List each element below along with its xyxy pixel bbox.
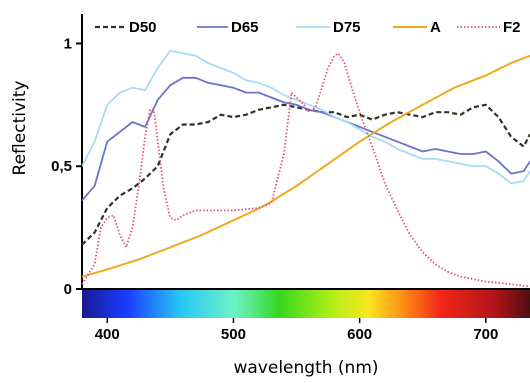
x-tick-label: 600 xyxy=(347,326,372,343)
x-tick-label: 500 xyxy=(221,326,246,343)
y-tick-label: 1 xyxy=(64,35,72,52)
series-line-f2 xyxy=(81,52,530,288)
tick-labels: 0 0,5 1 400 500 600 700 xyxy=(51,35,498,343)
y-tick-label: 0 xyxy=(64,281,72,298)
series-line-d75 xyxy=(81,49,530,185)
series-line-d50 xyxy=(81,103,530,246)
y-axis-title: Reflectivity xyxy=(10,81,30,176)
legend-label-d65: D65 xyxy=(231,19,259,36)
legend-label-d75: D75 xyxy=(333,19,361,36)
y-tick-label: 0,5 xyxy=(51,158,72,175)
x-axis-title: wavelength (nm) xyxy=(233,358,378,378)
spectrum-bar xyxy=(82,290,530,318)
x-tick-label: 700 xyxy=(473,326,498,343)
series-line-d65 xyxy=(81,76,530,202)
legend-label-d50: D50 xyxy=(129,19,157,36)
legend-label-a: A xyxy=(430,19,441,36)
series-group xyxy=(81,49,530,288)
series-line-a xyxy=(81,54,530,278)
x-tick-label: 400 xyxy=(95,326,120,343)
legend-label-f2: F2 xyxy=(503,19,521,36)
axes xyxy=(81,14,530,290)
legend: D50 D65 D75 A F2 xyxy=(95,19,521,36)
